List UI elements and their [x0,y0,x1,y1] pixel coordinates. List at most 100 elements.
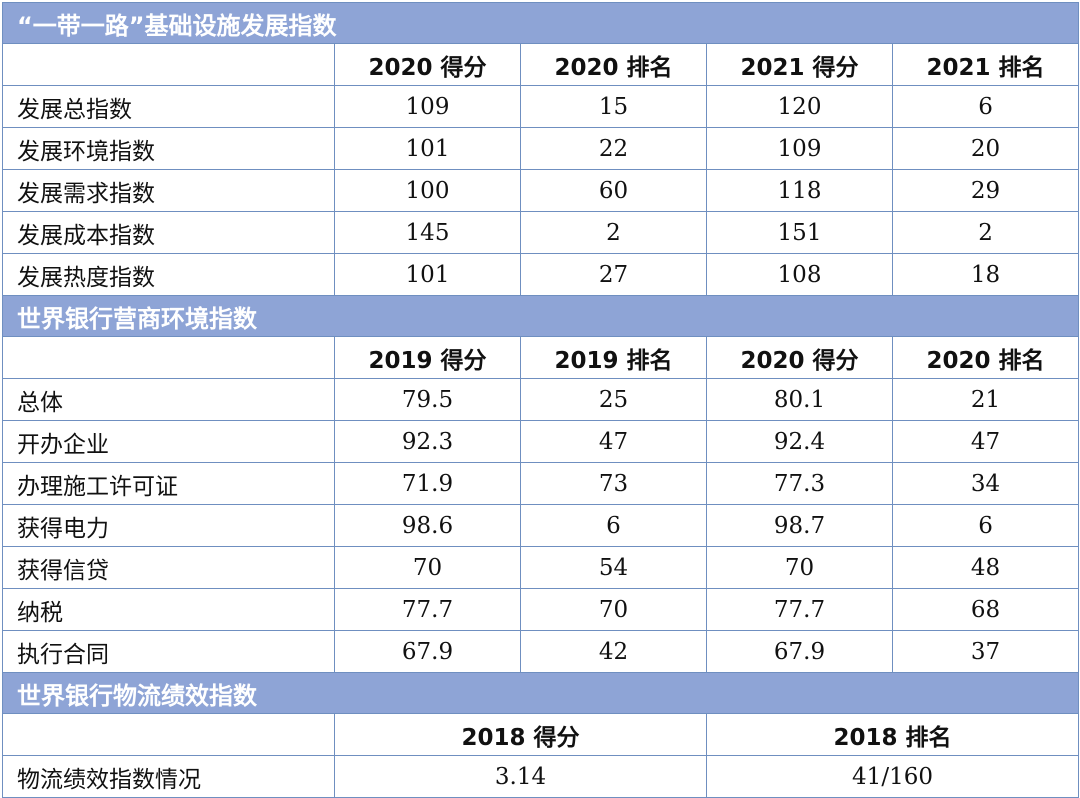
table-cell: 92.4 [706,420,893,463]
row-label: 发展需求指数 [2,169,335,212]
table-row: 总体 79.5 25 80.1 21 [2,378,1080,421]
section-header-bri: “一带一路”基础设施发展指数 [1,2,1080,44]
table-cell: 100 [334,169,521,212]
table-cell: 73 [520,462,707,505]
table-cell: 20 [891,127,1080,170]
column-header: 2018 排名 [705,713,1080,756]
table-row: 发展环境指数 101 22 109 20 [2,127,1080,170]
row-label: 获得电力 [2,504,335,547]
table-cell: 29 [891,169,1080,212]
blank-header-cell [2,713,335,756]
table-row: 纳税 77.7 70 77.7 68 [2,588,1080,631]
table-cell: 60 [520,169,707,212]
table-cell: 67.9 [334,630,521,673]
row-label: 获得信贷 [2,546,335,589]
column-header: 2020 得分 [706,336,893,379]
table-row: 获得信贷 70 54 70 48 [2,546,1080,589]
table-cell: 120 [706,85,893,128]
column-header-row: 2018 得分 2018 排名 [2,713,1080,756]
table-cell: 42 [520,630,707,673]
table-row: 开办企业 92.3 47 92.4 47 [2,420,1080,463]
column-header: 2020 排名 [891,336,1080,379]
table-cell: 101 [334,127,521,170]
table-cell: 27 [520,253,707,296]
row-label: 纳税 [2,588,335,631]
table-row: 物流绩效指数情况 3.14 41/160 [2,755,1080,798]
table-cell: 2 [891,211,1080,254]
table-cell: 71.9 [334,462,521,505]
row-label: 发展总指数 [2,85,335,128]
column-header: 2019 排名 [520,336,707,379]
table-cell: 108 [706,253,893,296]
table-cell: 70 [706,546,893,589]
table-cell: 80.1 [706,378,893,421]
row-label: 开办企业 [2,420,335,463]
table-cell: 109 [706,127,893,170]
section-title: 世界银行营商环境指数 [1,295,1080,337]
table-cell: 34 [891,462,1080,505]
table-cell: 22 [520,127,707,170]
table-cell: 92.3 [334,420,521,463]
table-cell: 47 [891,420,1080,463]
table-cell: 151 [706,211,893,254]
table-cell: 6 [520,504,707,547]
table-cell: 79.5 [334,378,521,421]
row-label: 发展环境指数 [2,127,335,170]
table-cell: 37 [891,630,1080,673]
table-row: 获得电力 98.6 6 98.7 6 [2,504,1080,547]
blank-header-cell [2,43,335,86]
table-cell: 98.7 [706,504,893,547]
column-header: 2019 得分 [334,336,521,379]
section-header-doing-business: 世界银行营商环境指数 [1,295,1080,337]
table-cell: 41/160 [705,755,1080,798]
table-cell: 77.7 [334,588,521,631]
section-header-logistics: 世界银行物流绩效指数 [1,672,1080,714]
table-cell: 77.3 [706,462,893,505]
row-label: 办理施工许可证 [2,462,335,505]
table-cell: 109 [334,85,521,128]
column-header: 2021 排名 [891,43,1080,86]
table-cell: 118 [706,169,893,212]
table-row: 执行合同 67.9 42 67.9 37 [2,630,1080,673]
table-row: 办理施工许可证 71.9 73 77.3 34 [2,462,1080,505]
table-cell: 6 [891,504,1080,547]
row-label: 发展热度指数 [2,253,335,296]
column-header-row: 2020 得分 2020 排名 2021 得分 2021 排名 [2,43,1080,86]
section-title: “一带一路”基础设施发展指数 [1,2,1080,44]
column-header: 2021 得分 [706,43,893,86]
table-cell: 48 [891,546,1080,589]
table-cell: 98.6 [334,504,521,547]
table-row: 发展总指数 109 15 120 6 [2,85,1080,128]
table-row: 发展热度指数 101 27 108 18 [2,253,1080,296]
row-label: 总体 [2,378,335,421]
table-cell: 101 [334,253,521,296]
column-header: 2018 得分 [334,713,707,756]
table-cell: 145 [334,211,521,254]
table-cell: 67.9 [706,630,893,673]
table-cell: 77.7 [706,588,893,631]
blank-header-cell [2,336,335,379]
table-cell: 70 [334,546,521,589]
table-cell: 6 [891,85,1080,128]
column-header: 2020 排名 [520,43,707,86]
table-cell: 18 [891,253,1080,296]
table-cell: 47 [520,420,707,463]
column-header: 2020 得分 [334,43,521,86]
table-cell: 68 [891,588,1080,631]
table-cell: 70 [520,588,707,631]
table-cell: 2 [520,211,707,254]
table-cell: 3.14 [334,755,707,798]
table-cell: 15 [520,85,707,128]
table-row: 发展需求指数 100 60 118 29 [2,169,1080,212]
column-header-row: 2019 得分 2019 排名 2020 得分 2020 排名 [2,336,1080,379]
table-cell: 25 [520,378,707,421]
table-cell: 54 [520,546,707,589]
table-row: 发展成本指数 145 2 151 2 [2,211,1080,254]
row-label: 发展成本指数 [2,211,335,254]
section-title: 世界银行物流绩效指数 [1,672,1080,714]
row-label: 执行合同 [2,630,335,673]
table-cell: 21 [891,378,1080,421]
row-label: 物流绩效指数情况 [2,755,335,798]
